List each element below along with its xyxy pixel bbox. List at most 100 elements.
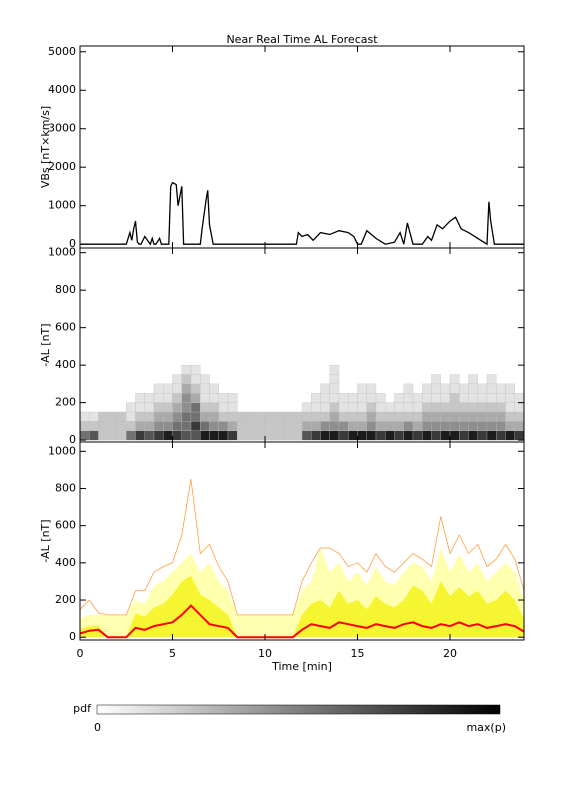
heat-cell (135, 411, 145, 422)
heat-cell (403, 383, 414, 394)
y-axis-label: VBs [nT×km/s] (39, 106, 52, 188)
heat-cell (274, 411, 284, 422)
heat-cell (181, 364, 192, 375)
heat-cell (172, 421, 182, 431)
heat-cell (163, 430, 173, 441)
heat-cell (385, 421, 395, 431)
data-line (80, 181, 524, 246)
heat-cell (320, 402, 330, 413)
heat-cell (486, 411, 497, 422)
heat-cell (486, 421, 497, 431)
heat-cell (514, 411, 525, 422)
heat-cell (403, 421, 414, 431)
heat-cell (135, 393, 145, 403)
heat-cell (227, 421, 238, 431)
band-line (79, 479, 525, 616)
heat-cell (477, 393, 488, 403)
heat-cell (449, 402, 460, 413)
y-tick-label: 600 (55, 321, 76, 334)
heat-cell (449, 393, 460, 403)
heat-cell (200, 402, 210, 413)
heat-cell (144, 421, 155, 431)
heat-cell (486, 402, 497, 413)
heat-cell (449, 374, 460, 385)
y-tick-label: 0 (69, 237, 76, 250)
heat-cell (422, 393, 432, 403)
heat-cell (514, 402, 525, 413)
heat-cell (505, 411, 515, 422)
heat-cell (468, 402, 478, 413)
heat-cell (449, 383, 460, 394)
heat-cell (264, 411, 275, 422)
heat-cell (227, 393, 238, 403)
heat-cell (348, 411, 358, 422)
heat-cell (172, 393, 182, 403)
heat-cell (329, 383, 340, 394)
heat-cell (366, 383, 377, 394)
heat-cell (431, 411, 441, 422)
heat-cell (320, 411, 330, 422)
y-tick-label: 800 (55, 283, 76, 296)
heat-cell (301, 421, 312, 431)
heat-cell (366, 411, 377, 422)
y-tick-label: 4000 (48, 83, 76, 96)
x-axis-label: Time [min] (271, 660, 332, 673)
heat-cell (375, 421, 386, 431)
heat-cell (301, 402, 312, 413)
heat-cell (209, 421, 219, 431)
heat-cell (311, 430, 321, 441)
heat-cell (357, 430, 367, 441)
heat-cell (181, 421, 192, 431)
heat-cell (412, 402, 423, 413)
heat-cell (385, 430, 395, 441)
heat-cell (190, 402, 201, 413)
heat-cell (237, 421, 247, 431)
y-axis-label: -AL [nT] (39, 519, 52, 562)
heat-cell (181, 383, 192, 394)
heat-cell (431, 374, 441, 385)
heat-cell (144, 402, 155, 413)
heat-cell (394, 393, 404, 403)
heat-cell (200, 383, 210, 394)
heat-cell (144, 411, 155, 422)
heat-cell (496, 393, 506, 403)
heat-cell (98, 430, 108, 441)
heat-cell (505, 421, 515, 431)
heat-cell (144, 393, 155, 403)
heat-cell (209, 430, 219, 441)
heat-cell (283, 421, 293, 431)
heat-cell (468, 421, 478, 431)
heat-cell (200, 393, 210, 403)
y-tick-label: 2000 (48, 160, 76, 173)
heat-cell (190, 421, 201, 431)
heat-cell (440, 421, 451, 431)
heat-cell (486, 383, 497, 394)
y-tick-label: 200 (55, 396, 76, 409)
heat-cell (153, 393, 164, 403)
heat-cell (311, 402, 321, 413)
heat-cell (496, 421, 506, 431)
colorbar-max: max(p) (466, 721, 506, 734)
heat-cell (431, 393, 441, 403)
heat-cell (283, 411, 293, 422)
heat-cell (394, 430, 404, 441)
heat-cell (255, 421, 266, 431)
heat-cell (107, 411, 118, 422)
heat-cell (107, 430, 118, 441)
y-tick-label: 0 (69, 433, 76, 446)
heat-cell (311, 411, 321, 422)
heat-cell (116, 411, 127, 422)
heat-cell (172, 374, 182, 385)
heat-cell (385, 402, 395, 413)
heat-cell (459, 430, 469, 441)
heat-cell (338, 411, 349, 422)
heat-cell (320, 421, 330, 431)
heat-cell (320, 430, 330, 441)
heat-cell (218, 430, 229, 441)
heat-cell (338, 430, 349, 441)
heat-cell (292, 411, 303, 422)
heat-cell (431, 402, 441, 413)
heat-cell (227, 402, 238, 413)
heat-cell (477, 383, 488, 394)
